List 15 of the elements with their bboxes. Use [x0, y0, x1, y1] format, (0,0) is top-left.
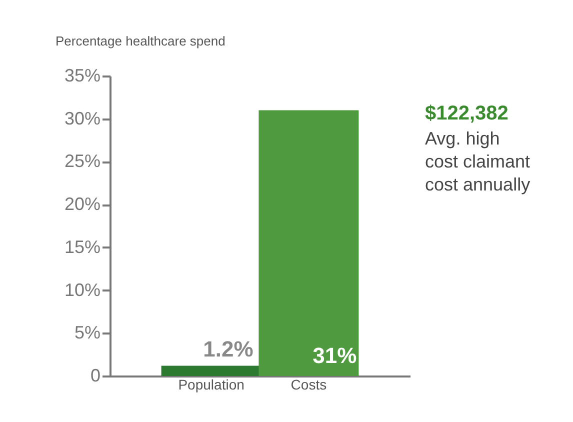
y-tick-label: 5%	[74, 322, 100, 343]
y-tick-label: 0	[90, 366, 100, 386]
x-tick-label: Costs	[290, 376, 327, 392]
y-tick-label: 35%	[64, 66, 100, 86]
y-tick-label: 25%	[64, 151, 100, 172]
y-axis-title: Percentage healthcare spend	[56, 34, 226, 48]
y-tick-label: 15%	[64, 236, 100, 257]
data-label: 31%	[312, 343, 357, 368]
y-tick-label: 30%	[64, 108, 100, 128]
text: Avg. high cost claimant cost annually	[425, 128, 530, 194]
y-tick-label: 10%	[64, 280, 100, 300]
x-tick-label: Population	[178, 376, 244, 392]
y-tick-label: 20%	[64, 194, 100, 214]
data-label: 1.2%	[203, 336, 254, 362]
text: $122,382	[425, 102, 508, 124]
